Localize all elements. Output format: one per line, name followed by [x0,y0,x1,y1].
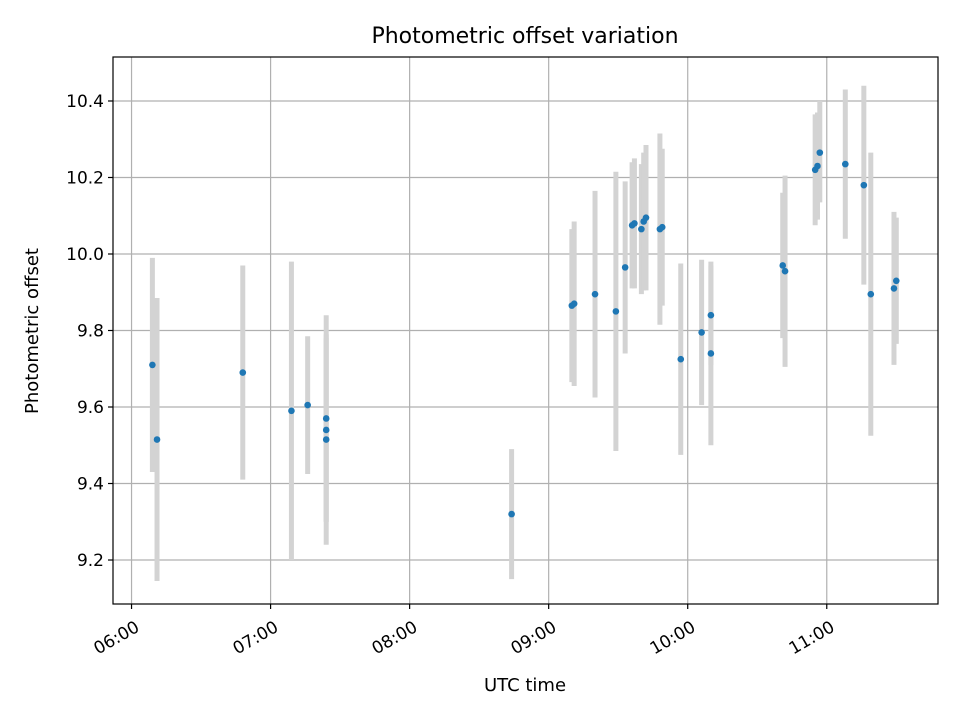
data-point [153,436,161,443]
data-point [658,223,666,231]
data-point [707,350,715,357]
chart-title: Photometric offset variation [371,24,678,49]
grid [113,57,938,604]
data-point [621,264,629,271]
data-point [781,267,789,275]
y-axis-ticks: 9.2 9.4 9.6 9.8 10.0 10.2 10.4 [66,92,113,571]
data-point [322,415,330,422]
data-point [890,285,898,292]
data-points [149,149,900,518]
data-point [591,290,599,298]
data-point [892,277,900,285]
y-axis-label: Photometric offset [22,248,43,414]
y-tick-label: 10.2 [66,168,104,188]
y-tick-label: 9.6 [77,398,104,418]
data-point [867,290,875,298]
data-point [288,407,295,415]
data-point [322,436,330,443]
data-point [239,369,247,376]
x-axis-label: UTC time [484,675,566,696]
data-point [816,149,824,156]
y-tick-label: 10.4 [66,92,104,112]
data-point [779,262,787,269]
data-point [322,426,330,434]
data-point [612,308,620,315]
data-point [642,214,650,221]
y-tick-label: 9.8 [77,322,104,342]
y-tick-label: 9.4 [77,475,104,495]
data-point [860,181,868,189]
data-point [638,225,645,233]
y-tick-label: 9.2 [77,551,104,571]
data-point [570,300,578,308]
y-tick-label: 10.0 [66,245,104,265]
data-point [842,160,849,168]
data-point [631,220,638,227]
data-point [149,361,156,369]
data-point [814,162,821,170]
data-point [698,329,705,336]
data-point [508,510,515,518]
data-point [677,355,685,363]
data-point [707,311,715,319]
data-point [304,401,311,409]
